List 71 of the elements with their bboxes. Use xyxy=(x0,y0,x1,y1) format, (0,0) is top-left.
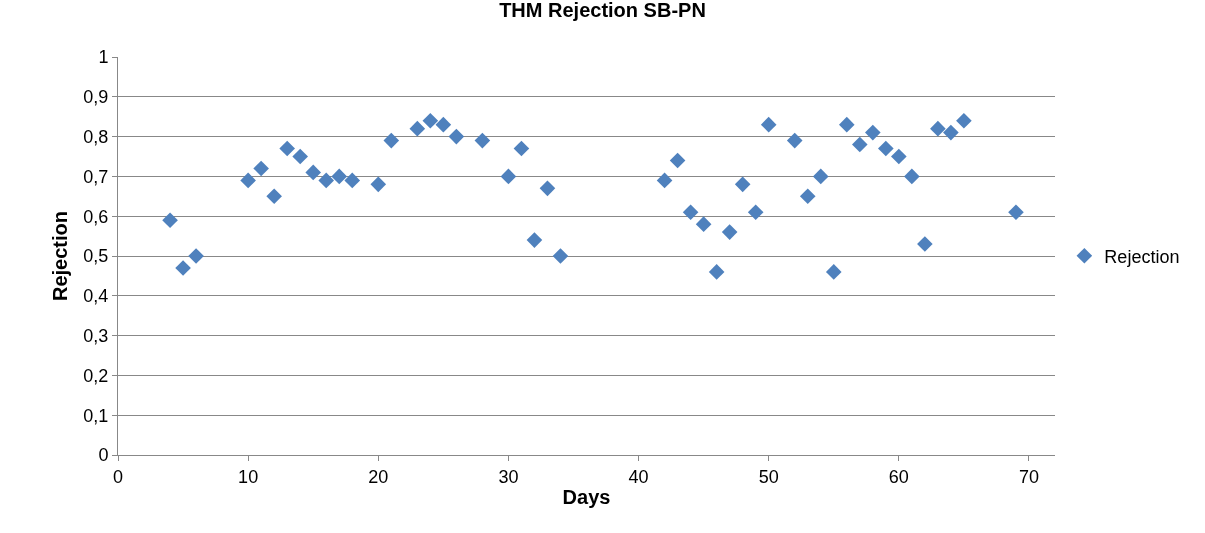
point xyxy=(956,112,972,129)
point xyxy=(188,248,204,264)
point xyxy=(943,124,959,141)
point xyxy=(539,180,556,197)
x-tick-label: 70 xyxy=(1018,466,1039,487)
point xyxy=(409,120,426,137)
y-tick-label: 0,3 xyxy=(83,325,109,346)
y-tick-label: 0,9 xyxy=(83,87,109,108)
point xyxy=(448,128,465,145)
point xyxy=(747,204,764,221)
point xyxy=(878,140,894,157)
point xyxy=(760,116,777,133)
x-axis-title: Days xyxy=(562,486,611,509)
point xyxy=(383,132,400,149)
y-tick-label: 0,1 xyxy=(83,405,109,426)
point xyxy=(917,236,933,252)
point xyxy=(851,136,868,153)
point xyxy=(279,140,295,157)
point xyxy=(825,264,842,280)
point xyxy=(734,176,751,193)
y-tick-label: 0,5 xyxy=(83,246,109,267)
y-tick-label: 0,4 xyxy=(83,286,109,307)
legend-label: Rejection xyxy=(1104,246,1180,267)
point xyxy=(799,188,816,205)
point xyxy=(865,124,881,141)
point xyxy=(253,160,269,177)
point xyxy=(305,164,322,181)
point xyxy=(500,168,517,185)
x-tick-label: 0 xyxy=(112,466,124,487)
point xyxy=(669,152,686,169)
point xyxy=(695,216,712,232)
point xyxy=(552,248,569,264)
point xyxy=(344,172,361,189)
point xyxy=(318,172,335,189)
y-tick-label: 0,8 xyxy=(83,126,109,147)
y-tick-label: 0,6 xyxy=(83,206,109,227)
point xyxy=(331,168,348,185)
point xyxy=(786,132,803,149)
x-tick-label: 20 xyxy=(368,466,389,487)
x-tick-label: 10 xyxy=(238,466,259,487)
y-tick-label: 0,2 xyxy=(83,365,109,386)
y-tick-label: 0 xyxy=(98,445,109,466)
point xyxy=(904,168,920,185)
point xyxy=(721,224,738,240)
x-tick-label: 50 xyxy=(758,466,779,487)
point xyxy=(422,112,439,129)
point xyxy=(891,148,907,165)
point xyxy=(930,120,946,137)
point xyxy=(812,168,829,185)
point xyxy=(526,232,543,248)
point xyxy=(474,132,491,149)
point xyxy=(240,172,256,189)
point xyxy=(838,116,855,133)
y-tick-label: 0,7 xyxy=(83,166,109,187)
point xyxy=(370,176,387,193)
point xyxy=(708,264,725,280)
point xyxy=(513,140,530,157)
point xyxy=(266,188,282,205)
x-tick-label: 30 xyxy=(498,466,519,487)
point xyxy=(1008,204,1024,221)
point xyxy=(292,148,308,165)
point xyxy=(175,260,191,276)
y-axis-title: Rejection xyxy=(48,210,71,302)
chart-title: THM Rejection SB-PN xyxy=(499,0,706,21)
x-tick-label: 40 xyxy=(628,466,649,487)
y-tick-label: 1 xyxy=(98,47,109,68)
point xyxy=(162,212,178,228)
point xyxy=(682,204,699,221)
point xyxy=(656,172,673,189)
point xyxy=(435,116,452,133)
x-tick-label: 60 xyxy=(888,466,909,487)
